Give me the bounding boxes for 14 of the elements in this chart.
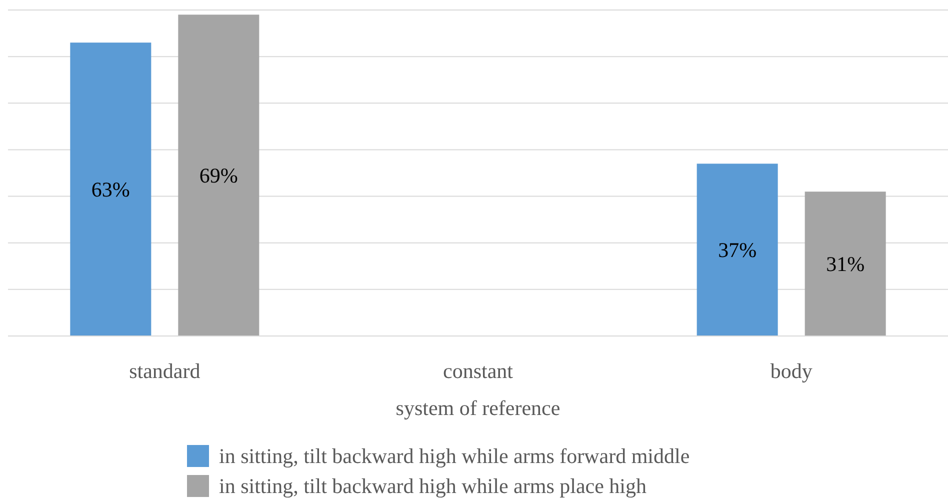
bar: [178, 14, 260, 336]
bar: [696, 164, 778, 336]
x-tick-label: constant: [443, 359, 514, 383]
legend-label: in sitting, tilt backward high while arms forward middle: [219, 444, 690, 468]
data-label: 37%: [718, 238, 757, 262]
x-axis-title: system of reference: [396, 396, 560, 420]
data-label: 69%: [199, 163, 238, 188]
bar: [804, 192, 886, 336]
x-tick-label: body: [770, 359, 813, 383]
data-label: 31%: [826, 252, 865, 276]
data-label: 63%: [91, 177, 130, 202]
legend-label: in sitting, tilt backward high while arms place high: [219, 474, 647, 498]
bar: [70, 42, 152, 336]
x-tick-label: standard: [129, 359, 201, 383]
